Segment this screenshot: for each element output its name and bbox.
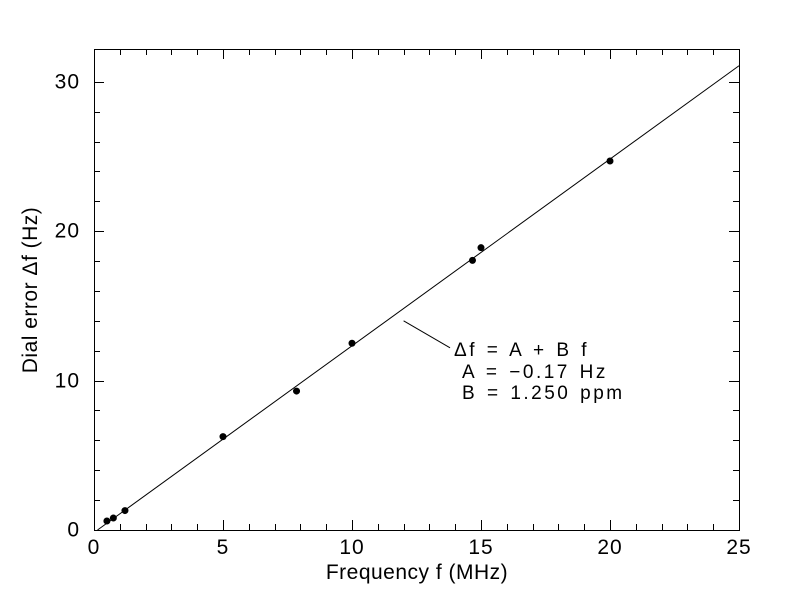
data-point (121, 507, 129, 515)
data-point (219, 433, 227, 441)
x-axis-title: Frequency f (MHz) (325, 561, 509, 584)
fit-slope-line: B = 1.250 ppm (462, 383, 625, 404)
data-point (103, 517, 111, 525)
y-tick-label: 0 (67, 518, 80, 542)
x-tick-label: 5 (216, 536, 230, 559)
fit-line (97, 65, 740, 531)
fit-equation-annotation: Δf = A + B f A = −0.17 Hz B = 1.250 ppm (454, 340, 625, 405)
y-tick-label: 30 (54, 70, 80, 94)
x-tick-label: 20 (597, 536, 623, 559)
x-tick-label: 25 (726, 536, 752, 559)
fit-equation-line: Δf = A + B f (454, 340, 590, 361)
data-point (477, 244, 485, 252)
x-tick-label: 15 (468, 536, 494, 559)
data-point (468, 256, 476, 264)
x-tick-label: 10 (339, 536, 365, 559)
x-tick-label: 0 (87, 536, 101, 559)
annotation-leader-line (403, 320, 451, 349)
data-point (348, 339, 356, 347)
data-point (606, 157, 614, 165)
data-point (293, 387, 301, 395)
y-tick-label: 10 (54, 369, 80, 393)
plot-frame (94, 49, 740, 531)
fit-intercept-line: A = −0.17 Hz (462, 361, 608, 383)
y-tick-label: 20 (54, 219, 80, 243)
data-point (109, 514, 117, 522)
